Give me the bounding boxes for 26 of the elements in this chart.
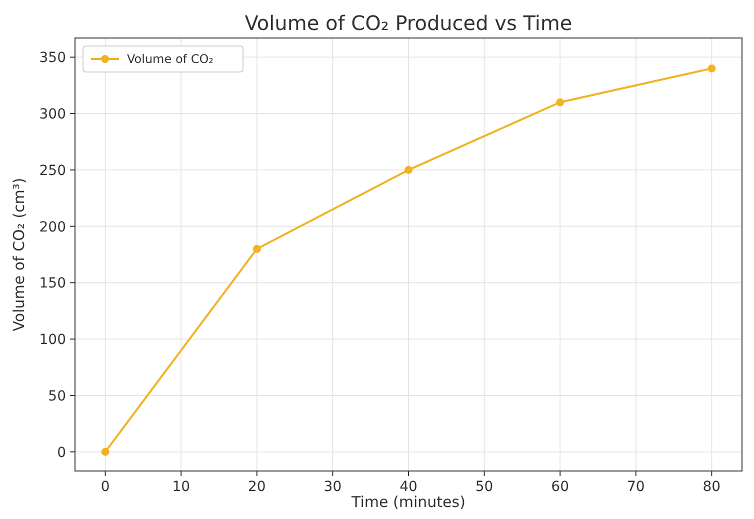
x-tick-label: 10 <box>172 479 190 495</box>
point <box>252 244 261 253</box>
y-tick-label: 50 <box>48 388 66 404</box>
point <box>404 166 412 174</box>
y-tick-label: 100 <box>39 332 66 348</box>
y-tick-label: 250 <box>39 162 66 179</box>
x-tick-label: 40 <box>400 479 418 495</box>
point <box>556 98 564 106</box>
y-tick-label: 350 <box>39 50 66 66</box>
x-tick-label: 30 <box>324 479 342 495</box>
point <box>101 448 110 456</box>
y-tick-label: 300 <box>39 106 66 123</box>
x-tick-label: 60 <box>551 479 570 495</box>
y-tick-label: 200 <box>39 219 66 236</box>
y-axis-title: Volume of CO₂ (cm³) <box>10 178 28 332</box>
y-tick-label: 0 <box>57 444 66 461</box>
point <box>708 64 716 72</box>
x-tick-label: 70 <box>626 479 645 495</box>
y-tick-label: 150 <box>39 276 66 292</box>
chart-title: Volume of CO₂ Produced vs Time <box>244 11 572 35</box>
x-tick-label: 50 <box>475 479 494 495</box>
x-axis-title: Time (minutes) <box>350 493 466 511</box>
x-tick-label: 0 <box>100 479 110 495</box>
legend-label: Volume of CO₂ <box>127 52 214 66</box>
x-tick-label: 80 <box>702 479 721 495</box>
x-tick-label: 20 <box>248 479 266 495</box>
